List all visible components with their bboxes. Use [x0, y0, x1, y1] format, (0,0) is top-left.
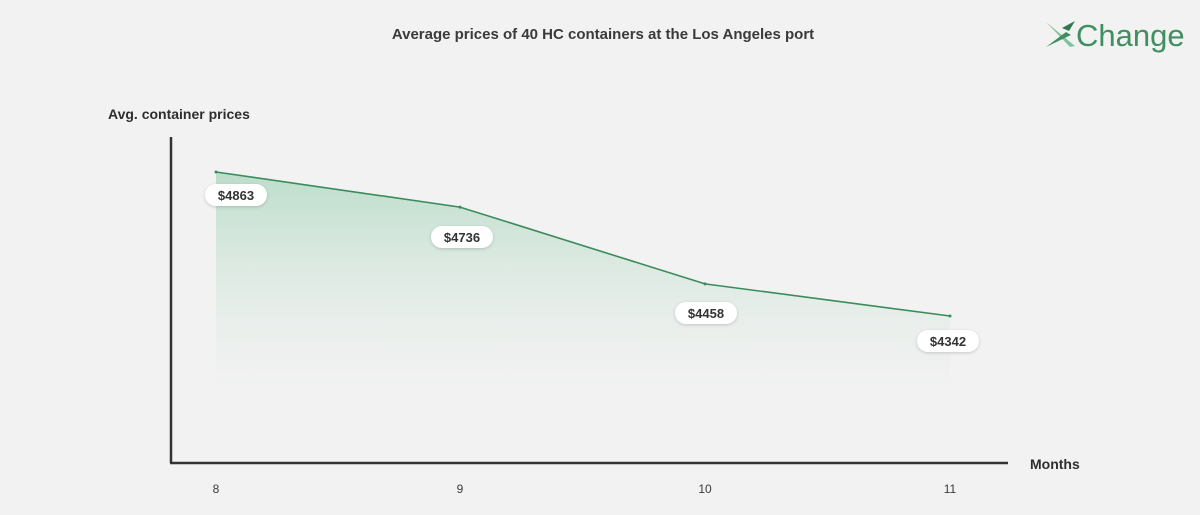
x-axis-label: Months [1030, 456, 1080, 472]
x-tick-label: 10 [698, 482, 712, 496]
data-label-text: $4458 [688, 306, 724, 321]
data-label-text: $4736 [444, 230, 480, 245]
price-line [215, 171, 951, 317]
x-mark-icon [1046, 21, 1075, 47]
logo-text: Change [1076, 18, 1185, 53]
data-label-background [205, 184, 267, 206]
data-label: $4342 [917, 330, 979, 352]
price-area [216, 172, 950, 405]
data-point [214, 170, 218, 174]
data-label-text: $4342 [930, 334, 966, 349]
x-tick-label: 8 [213, 482, 220, 496]
data-point [703, 282, 707, 286]
data-label: $4736 [431, 226, 493, 248]
y-axis-label: Avg. container prices [108, 106, 250, 122]
xchange-logo: Change [1046, 18, 1185, 53]
data-label-background [917, 330, 979, 352]
x-tick-label: 11 [944, 482, 957, 496]
data-label-text: $4863 [218, 188, 254, 203]
data-label: $4863 [205, 184, 267, 206]
data-label-background [675, 302, 737, 324]
x-tick-label: 9 [457, 482, 464, 496]
data-label: $4458 [675, 302, 737, 324]
data-point [458, 205, 462, 209]
chart-title: Average prices of 40 HC containers at th… [392, 26, 814, 43]
data-point [948, 314, 952, 318]
data-label-background [431, 226, 493, 248]
